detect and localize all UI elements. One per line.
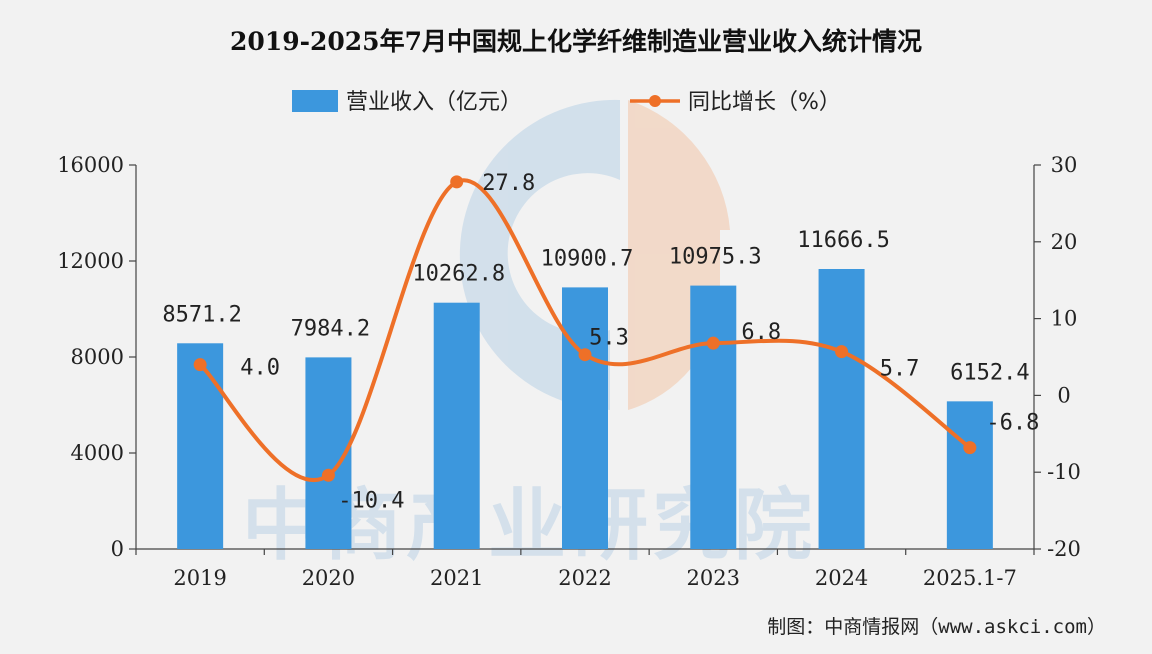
- right-tick-label: 10: [1051, 307, 1078, 331]
- growth-point-2022: [578, 348, 592, 362]
- growth-value-label: 5.3: [589, 326, 629, 351]
- bar-value-label: 7984.2: [291, 316, 370, 341]
- chart-title: 2019-2025年7月中国规上化学纤维制造业营业收入统计情况: [230, 27, 922, 56]
- bar-value-label: 10900.7: [541, 246, 634, 271]
- growth-value-label: 6.8: [741, 320, 781, 345]
- growth-value-label: 4.0: [240, 356, 280, 381]
- bar-2023: [690, 285, 737, 549]
- left-tick-label: 12000: [57, 249, 124, 273]
- bar-value-label: 8571.2: [162, 302, 241, 327]
- left-tick-label: 4000: [71, 441, 124, 465]
- left-tick-label: 0: [111, 537, 124, 561]
- bar-series: [177, 269, 993, 549]
- x-tick-label: 2023: [687, 566, 740, 590]
- right-tick-label: 30: [1051, 153, 1078, 177]
- left-tick-label: 8000: [71, 345, 124, 369]
- bar-2022: [562, 287, 608, 549]
- bar-value-label: 11666.5: [797, 228, 890, 253]
- line-series: [193, 175, 977, 482]
- growth-point-2020: [321, 468, 335, 482]
- left-tick-label: 16000: [57, 153, 124, 177]
- growth-value-label: -6.8: [986, 411, 1039, 436]
- legend-swatch-revenue: [292, 90, 338, 112]
- growth-value-label: -10.4: [338, 488, 404, 513]
- bar-value-label: 6152.4: [950, 360, 1029, 385]
- bar-value-label: 10262.8: [412, 262, 505, 287]
- bar-data-labels: 8571.2 7984.2 10262.8 10900.7 10975.3 11666.5…: [162, 228, 1029, 385]
- x-tick-label: 2024: [815, 566, 868, 590]
- growth-point-2025.1-7: [963, 441, 977, 455]
- bar-2024: [818, 269, 865, 549]
- source-credit: 制图：中商情报网（www.askci.com）: [767, 616, 1106, 638]
- right-tick-label: -10: [1047, 460, 1081, 484]
- bar-2025.1-7: [946, 401, 993, 549]
- growth-point-2021: [450, 175, 464, 189]
- x-tick-label: 2025.1-7: [923, 566, 1017, 590]
- right-tick-label: 20: [1051, 230, 1078, 254]
- right-axis-ticks: -20 -10 0 10 20 30: [1034, 153, 1081, 561]
- x-tick-label: 2021: [430, 566, 483, 590]
- x-tick-label: 2022: [558, 566, 611, 590]
- x-axis-labels: 2019 2020 2021 2022 2023 2024 2025.1-7: [135, 549, 1035, 590]
- bar-2019: [177, 343, 224, 549]
- right-tick-label: -20: [1047, 537, 1081, 561]
- line-data-labels: 4.0 -10.4 27.8 5.3 6.8 5.7 -6.8: [240, 171, 1039, 513]
- legend-swatch-growth-marker: [649, 95, 661, 107]
- legend-label-revenue: 营业收入（亿元）: [346, 90, 522, 115]
- growth-value-label: 5.7: [880, 357, 920, 382]
- right-tick-label: 0: [1057, 383, 1070, 407]
- x-tick-label: 2019: [173, 566, 226, 590]
- growth-value-label: 27.8: [482, 171, 535, 196]
- growth-point-2024: [835, 345, 849, 359]
- bar-value-label: 10975.3: [669, 245, 762, 270]
- bar-2021: [433, 302, 480, 549]
- left-axis-ticks: 0 4000 8000 12000 16000: [57, 153, 136, 561]
- growth-point-2019: [193, 358, 207, 372]
- legend-label-growth: 同比增长（%）: [688, 90, 841, 115]
- x-tick-label: 2020: [302, 566, 355, 590]
- legend: 营业收入（亿元） 同比增长（%）: [292, 90, 841, 115]
- growth-point-2023: [706, 336, 720, 350]
